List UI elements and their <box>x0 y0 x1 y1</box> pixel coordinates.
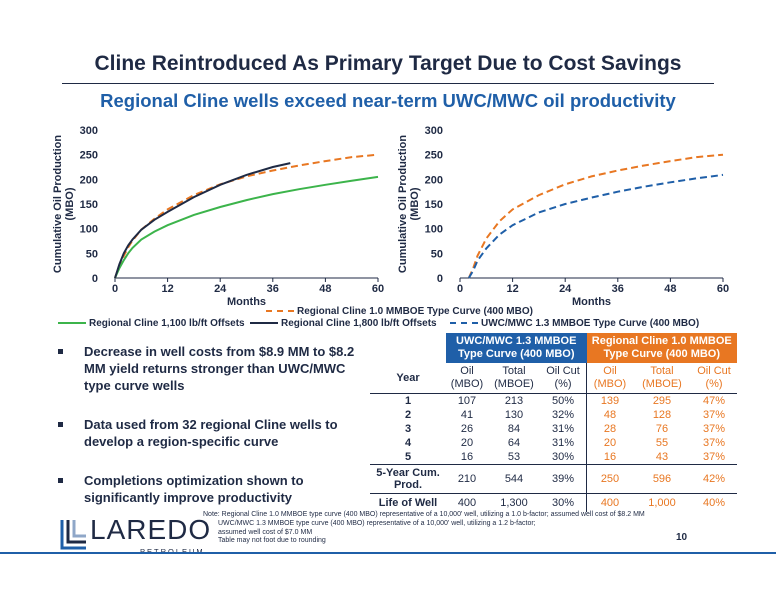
uwc-cut-header: Oil Cut (%) <box>540 363 587 394</box>
y-tick-label: 300 <box>80 125 98 137</box>
y-axis-label-line: (MBO) <box>64 187 76 220</box>
reg-total-header: Total (MBOE) <box>633 363 691 394</box>
x-tick-label: 0 <box>457 283 463 295</box>
type-curve-table: UWC/MWC 1.3 MMBOE Type Curve (400 MBO) R… <box>370 333 737 512</box>
x-tick-label: 48 <box>319 283 331 295</box>
bullet-item: Decrease in well costs from $8.9 MM to $… <box>58 343 358 394</box>
company-logo: LAREDO PETROLEUM <box>60 514 210 558</box>
x-tick-label: 12 <box>506 283 518 295</box>
x-tick-label: 36 <box>267 283 279 295</box>
legend-swatch-green <box>58 322 86 325</box>
y-axis-label: Cumulative Oil Production (MBO) <box>52 135 76 273</box>
bullet-item: Completions optimization shown to signif… <box>58 472 358 506</box>
uwc-total-header: Total (MBOE) <box>488 363 540 394</box>
series-line <box>467 173 724 279</box>
x-tick-label: 24 <box>214 283 227 295</box>
table-row: 4 20 64 31% 20 55 37% <box>404 436 726 450</box>
y-tick-label: 50 <box>86 248 98 260</box>
left-chart: 0 12 24 36 48 60 0 50 100 150 200 250 300 Months Cumul… <box>52 125 384 308</box>
y-axis-label: Cumulative Oil Production (MBO) <box>397 135 421 273</box>
x-tick-label: 0 <box>112 283 118 295</box>
footnote: Note: Regional Cline 1.0 MMBOE type curv… <box>203 511 673 546</box>
note-line: Note: Regional Cline 1.0 MMBOE type curv… <box>203 511 645 518</box>
legend-label: UWC/MWC 1.3 MMBOE Type Curve (400 MBO) <box>481 318 700 329</box>
legend-offsets-1800: Regional Cline 1,800 lb/ft Offsets <box>250 318 437 329</box>
y-axis-label-line: (MBO) <box>409 187 421 220</box>
series-line <box>467 153 724 279</box>
legend-label: Regional Cline 1,800 lb/ft Offsets <box>281 318 437 329</box>
page-title: Cline Reintroduced As Primary Target Due… <box>94 52 682 75</box>
legend-offsets-1100: Regional Cline 1,100 lb/ft Offsets <box>58 318 245 329</box>
note-line: assumed well cost of $7.0 MM <box>218 528 313 536</box>
bullet-item: Data used from 32 regional Cline wells t… <box>58 416 358 450</box>
x-tick-label: 60 <box>717 283 729 295</box>
bullet-marker <box>58 422 63 427</box>
table-row: 2 41 130 32% 48 128 37% <box>404 408 726 422</box>
logo-wordmark: LAREDO <box>90 514 212 545</box>
table-row: 1 107 213 50% 139 295 47% <box>404 393 726 408</box>
y-axis-label-line: Cumulative Oil Production <box>52 135 64 273</box>
y-axis-label-line: Cumulative Oil Production <box>397 135 409 273</box>
y-tick-label: 200 <box>80 174 98 186</box>
reg-oil-header: Oil (MBO) <box>586 363 633 394</box>
logo-subtitle: PETROLEUM <box>140 547 205 556</box>
logo-mark-icon <box>60 520 86 550</box>
y-tick-label: 100 <box>80 224 98 236</box>
note-line: UWC/MWC 1.3 MMBOE type curve (400 MBO) r… <box>218 519 536 527</box>
y-tick-label: 150 <box>425 199 443 211</box>
bullet-marker <box>58 349 63 354</box>
y-tick-label: 50 <box>431 248 443 260</box>
life-of-well-row: Life of Well 400 1,300 30% 400 1,000 40% <box>370 493 737 512</box>
x-tick-label: 36 <box>612 283 624 295</box>
y-tick-label: 100 <box>425 224 443 236</box>
series-line <box>114 153 379 279</box>
legend-label: Regional Cline 1,100 lb/ft Offsets <box>89 318 245 329</box>
page-subtitle: Regional Cline wells exceed near-term UW… <box>100 90 676 111</box>
x-axis-label: Months <box>227 296 266 308</box>
x-tick-label: 48 <box>664 283 676 295</box>
x-tick-label: 12 <box>161 283 173 295</box>
legend-uwc-type-curve: UWC/MWC 1.3 MMBOE Type Curve (400 MBO) <box>450 318 699 329</box>
bullet-list: Decrease in well costs from $8.9 MM to $… <box>58 343 358 528</box>
note-line: Table may not foot due to rounding <box>218 537 326 545</box>
y-tick-label: 150 <box>80 199 98 211</box>
x-tick-label: 60 <box>372 283 384 295</box>
legend-swatch-orange-dashed <box>266 310 294 313</box>
uwc-group-header: UWC/MWC 1.3 MMBOE Type Curve (400 MBO) <box>446 333 587 363</box>
footer-divider <box>0 552 776 554</box>
series-line <box>114 162 291 279</box>
uwc-oil-header: Oil (MBO) <box>446 363 488 394</box>
legend-swatch-blue-dashed <box>450 322 478 325</box>
series-line <box>114 175 379 279</box>
x-axis-label: Months <box>572 296 611 308</box>
y-tick-label: 200 <box>425 174 443 186</box>
cumulative-row: 5-Year Cum. Prod. 210 544 39% 250 596 42… <box>370 464 737 494</box>
reg-cut-header: Oil Cut (%) <box>691 363 737 394</box>
year-header: Year <box>370 363 446 394</box>
table-row: 3 26 84 31% 28 76 37% <box>404 422 726 436</box>
bullet-marker <box>58 478 63 483</box>
table-row: 5 16 53 30% 16 43 37% <box>404 450 726 465</box>
y-tick-label: 250 <box>80 150 98 162</box>
y-tick-label: 250 <box>425 150 443 162</box>
regional-group-header: Regional Cline 1.0 MMBOE Type Curve (400… <box>586 333 737 363</box>
y-tick-label: 0 <box>92 273 98 285</box>
title-divider <box>62 83 714 84</box>
page-number: 10 <box>676 532 688 543</box>
legend-label: Regional Cline 1.0 MMBOE Type Curve (400… <box>297 306 533 317</box>
legend-regional-type-curve: Regional Cline 1.0 MMBOE Type Curve (400… <box>266 306 533 317</box>
y-tick-label: 0 <box>437 273 443 285</box>
table-corner <box>370 333 446 363</box>
right-chart: 0 12 24 36 48 60 0 50 100 150 200 250 300 Months Cumul… <box>397 125 729 308</box>
x-tick-label: 24 <box>559 283 572 295</box>
legend-swatch-navy <box>250 322 278 325</box>
y-tick-label: 300 <box>425 125 443 137</box>
